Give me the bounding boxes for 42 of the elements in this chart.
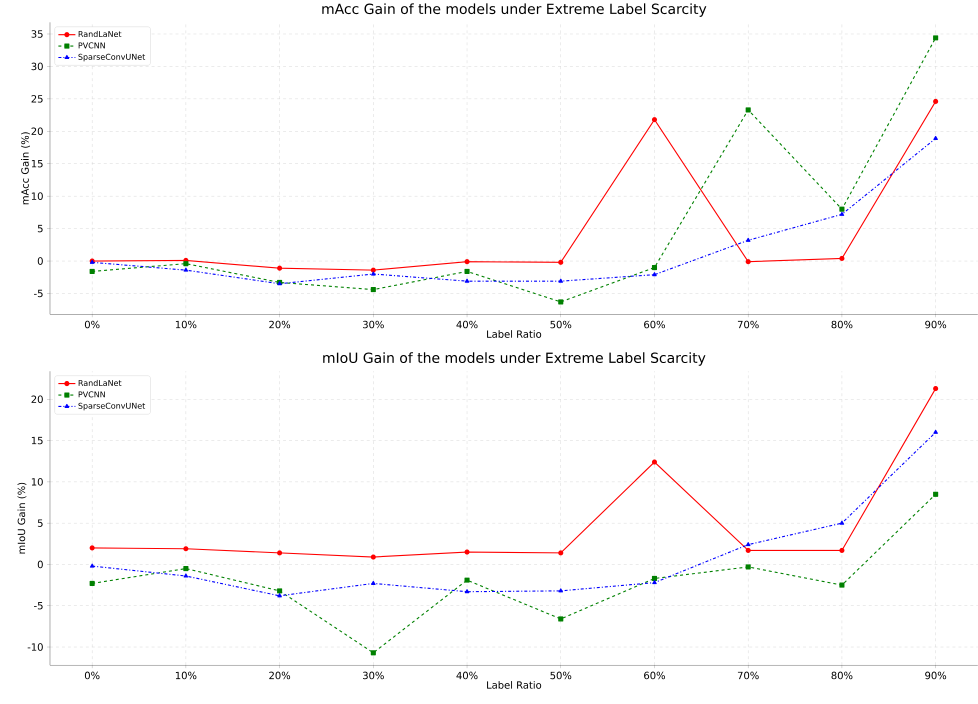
y-tick-label: -10 — [28, 643, 43, 651]
x-tick-label: 60% — [644, 320, 665, 328]
y-tick-label: -5 — [34, 602, 43, 610]
chart-title: mIoU Gain of the models under Extreme Label Scarcity — [323, 352, 706, 366]
x-tick-label: 70% — [738, 672, 759, 680]
x-tick-label: 80% — [832, 672, 852, 680]
x-tick-label: 50% — [550, 672, 572, 680]
x-tick-label: 40% — [456, 672, 478, 680]
x-tick-label: 70% — [738, 320, 759, 328]
x-tick-label: 90% — [925, 672, 946, 680]
y-tick-label: 10 — [32, 192, 43, 200]
x-tick-label: 90% — [925, 320, 946, 328]
x-tick-label: 50% — [550, 320, 572, 328]
x-tick-label: 30% — [363, 320, 384, 328]
y-tick-label: 25 — [32, 95, 43, 103]
x-axis-title: Label Ratio — [487, 680, 542, 689]
y-tick-label: 35 — [32, 30, 43, 38]
y-tick-label: 0 — [38, 560, 43, 568]
x-tick-label: 10% — [176, 672, 196, 680]
y-tick-label: 20 — [32, 395, 43, 403]
x-tick-label: 0% — [84, 672, 100, 680]
x-tick-label: 20% — [269, 672, 290, 680]
y-tick-label: 20 — [32, 127, 43, 135]
y-tick-label: 15 — [32, 436, 43, 444]
y-tick-label: 0 — [38, 257, 43, 265]
x-tick-label: 80% — [832, 320, 852, 328]
y-tick-label: 15 — [32, 160, 43, 168]
x-axis-title: Label Ratio — [487, 330, 542, 338]
x-tick-label: 0% — [84, 320, 100, 328]
y-axis-title: mAcc Gain (%) — [21, 132, 30, 204]
y-tick-label: 5 — [38, 519, 43, 527]
y-tick-label: 5 — [38, 224, 43, 232]
x-tick-label: 10% — [176, 320, 196, 328]
chart-title: mAcc Gain of the models under Extreme Label Scarcity — [322, 3, 706, 17]
y-axis-title: mIoU Gain (%) — [17, 482, 26, 554]
x-tick-label: 30% — [363, 672, 384, 680]
x-tick-label: 60% — [644, 672, 665, 680]
y-tick-label: 30 — [32, 62, 43, 70]
x-tick-label: 20% — [269, 320, 290, 328]
y-tick-label: 10 — [32, 478, 43, 486]
y-tick-label: -5 — [34, 290, 43, 298]
x-tick-label: 40% — [456, 320, 478, 328]
